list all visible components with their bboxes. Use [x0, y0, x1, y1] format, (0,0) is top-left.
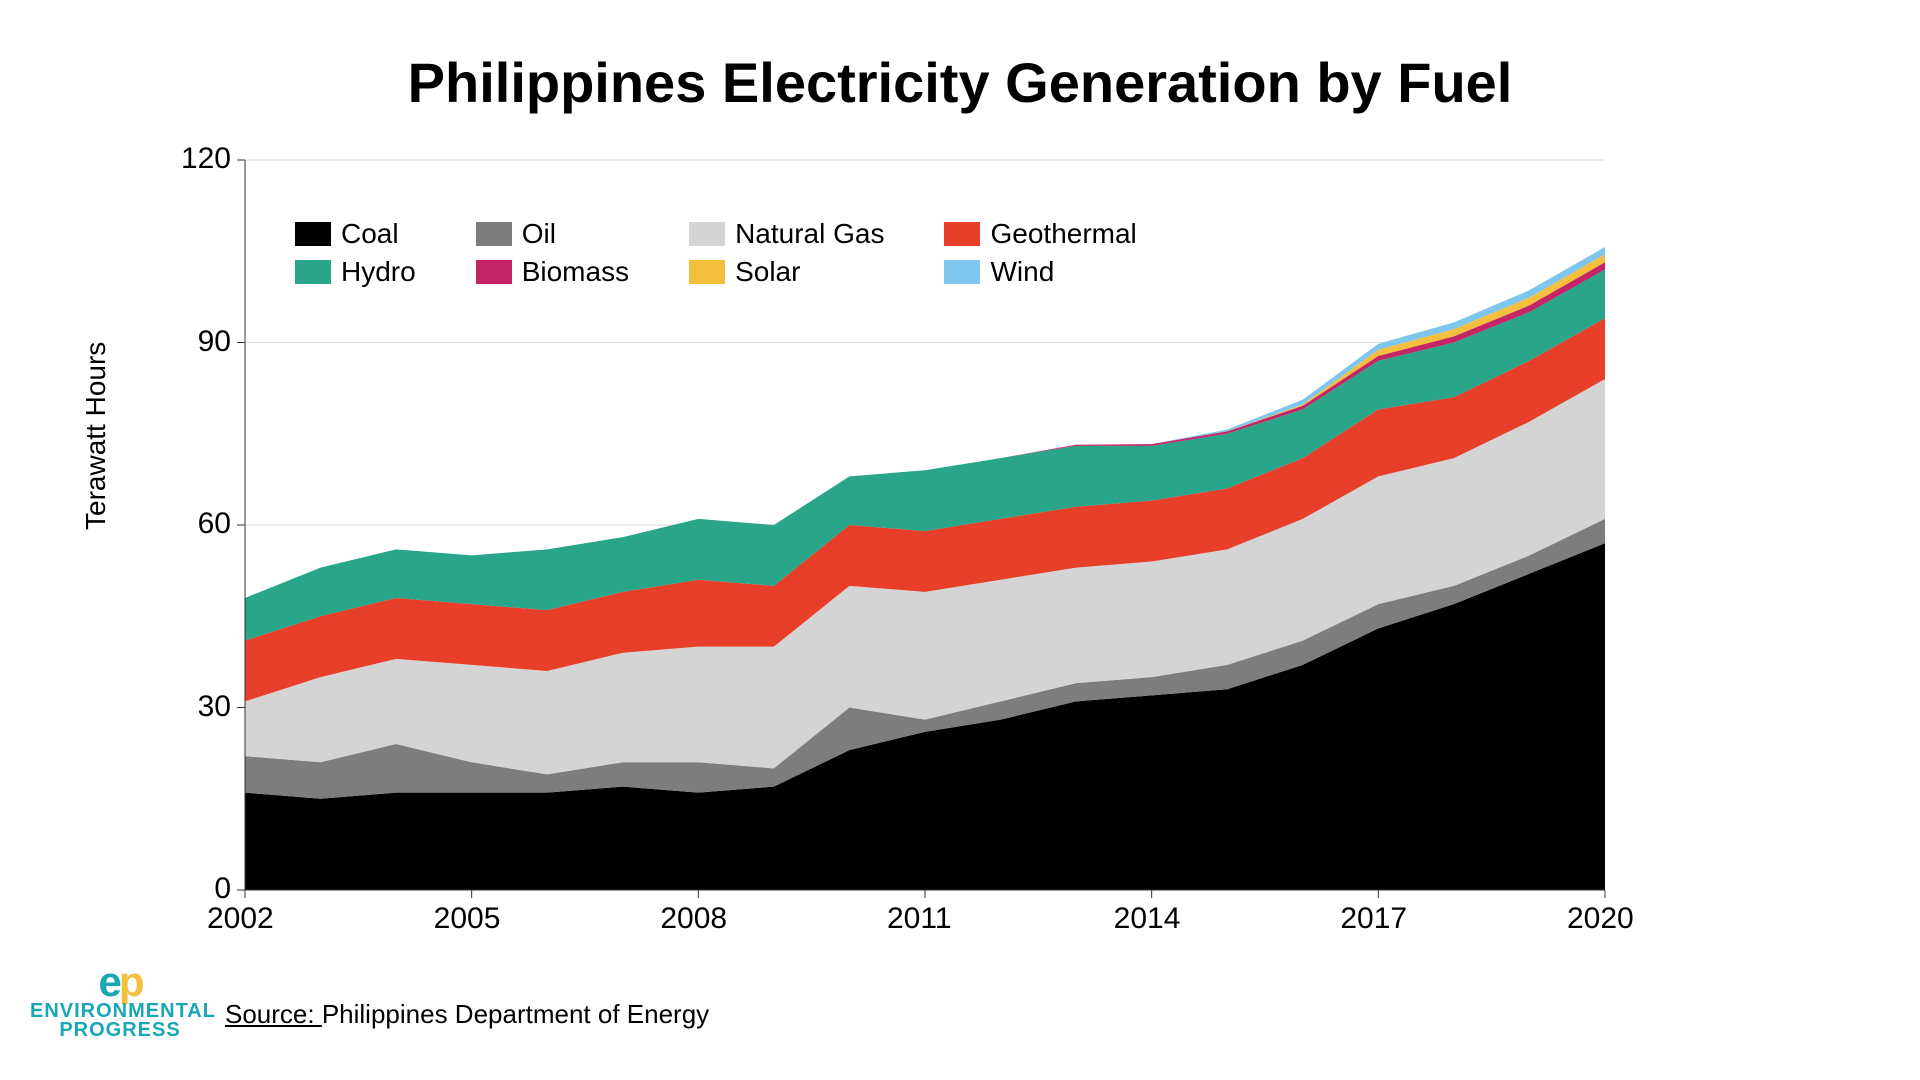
x-tick: 2017: [1340, 902, 1407, 936]
y-tick: 90: [198, 325, 231, 359]
legend-item-oil: Oil: [476, 218, 629, 250]
legend-swatch: [295, 222, 331, 246]
x-tick: 2002: [207, 902, 274, 936]
legend-item-solar: Solar: [689, 256, 884, 288]
legend-swatch: [689, 222, 725, 246]
legend-item-biomass: Biomass: [476, 256, 629, 288]
y-tick: 30: [198, 690, 231, 724]
brand-logo: ep ENVIRONMENTAL PROGRESS: [30, 962, 210, 1040]
legend-item-wind: Wind: [944, 256, 1136, 288]
source-text: Philippines Department of Energy: [322, 999, 709, 1029]
legend-label: Coal: [341, 218, 399, 250]
y-axis-label: Terawatt Hours: [80, 342, 112, 530]
legend-label: Solar: [735, 256, 800, 288]
y-tick: 0: [214, 872, 231, 906]
x-tick: 2020: [1567, 902, 1634, 936]
source-label: Source:: [225, 999, 322, 1029]
source-citation: Source: Philippines Department of Energy: [225, 999, 709, 1030]
legend-label: Hydro: [341, 256, 416, 288]
chart-area: Coal Oil Natural Gas Geothermal Hydro Biomass…: [185, 150, 1625, 930]
page-root: Philippines Electricity Generation by Fu…: [0, 0, 1920, 1080]
legend-label: Wind: [990, 256, 1054, 288]
legend-label: Natural Gas: [735, 218, 884, 250]
y-tick: 60: [198, 507, 231, 541]
legend-item-hydro: Hydro: [295, 256, 416, 288]
chart-title: Philippines Electricity Generation by Fu…: [0, 50, 1920, 115]
legend-swatch: [944, 222, 980, 246]
legend-swatch: [944, 260, 980, 284]
legend: Coal Oil Natural Gas Geothermal Hydro Biomass…: [295, 218, 1137, 288]
legend-label: Oil: [522, 218, 556, 250]
legend-swatch: [689, 260, 725, 284]
legend-swatch: [295, 260, 331, 284]
legend-item-coal: Coal: [295, 218, 416, 250]
legend-swatch: [476, 260, 512, 284]
x-tick: 2008: [660, 902, 727, 936]
x-tick: 2011: [887, 902, 952, 936]
y-tick: 120: [181, 142, 231, 176]
legend-item-naturalgas: Natural Gas: [689, 218, 884, 250]
legend-label: Biomass: [522, 256, 629, 288]
x-tick: 2014: [1114, 902, 1181, 936]
legend-swatch: [476, 222, 512, 246]
x-tick: 2005: [434, 902, 501, 936]
logo-word-2: PROGRESS: [30, 1021, 210, 1040]
legend-label: Geothermal: [990, 218, 1136, 250]
legend-item-geothermal: Geothermal: [944, 218, 1136, 250]
logo-mark: ep: [30, 962, 210, 1002]
